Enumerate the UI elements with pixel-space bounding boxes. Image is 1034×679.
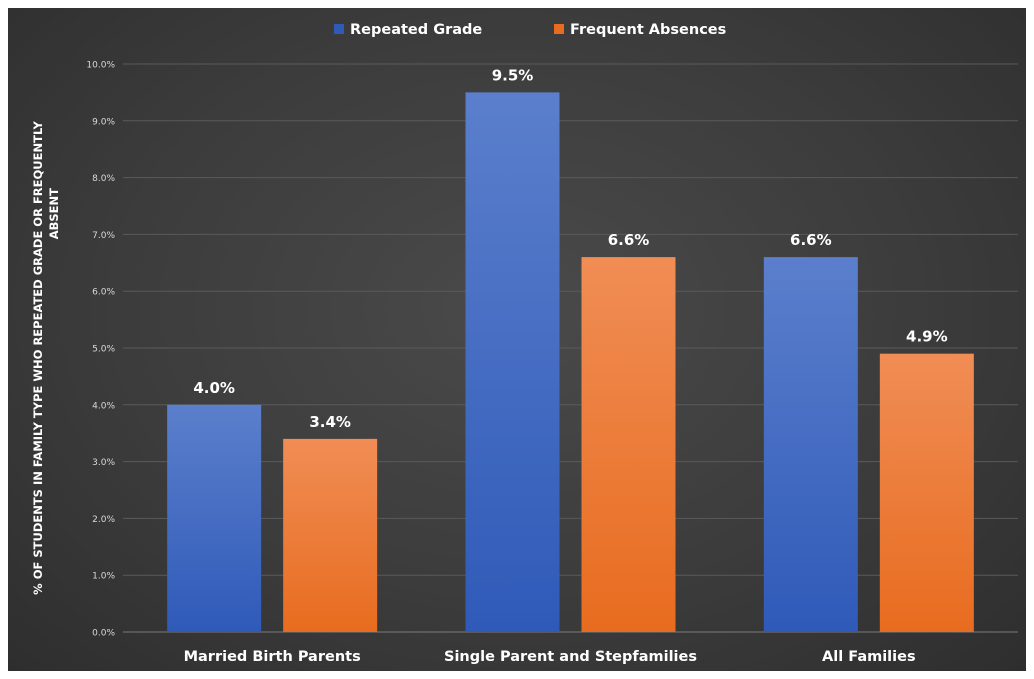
y-axis-title: % OF STUDENTS IN FAMILY TYPE WHO REPEATE… bbox=[31, 121, 61, 595]
legend-label-repeated-grade: Repeated Grade bbox=[350, 22, 482, 38]
chart-frame: 0.0% 1.0% 2.0% 3.0% 4.0% 5.0% 6.0% 7.0% 8.0% 9.0%… bbox=[8, 8, 1026, 671]
x-category-label-single-parent-and-stepfamilies: Single Parent and Stepfamilies bbox=[444, 649, 697, 665]
y-tick-label: 4.0% bbox=[92, 401, 115, 411]
data-label-repeated-grade-all-families: 6.6% bbox=[790, 231, 832, 249]
gridlines bbox=[123, 63, 1018, 633]
x-category-label-married-birth-parents: Married Birth Parents bbox=[184, 649, 361, 665]
y-axis-title-line: ABSENT bbox=[47, 188, 61, 239]
y-tick-label: 7.0% bbox=[92, 231, 115, 241]
bar-repeated-grade-all-families bbox=[763, 257, 858, 632]
data-label-frequent-absences-married-birth-parents: 3.4% bbox=[309, 413, 351, 431]
bar-repeated-grade-single-parent-and-stepfamilies bbox=[465, 92, 560, 632]
y-tick-label: 8.0% bbox=[92, 174, 115, 184]
bar-frequent-absences-married-birth-parents bbox=[283, 438, 378, 632]
x-category-label-all-families: All Families bbox=[822, 649, 916, 665]
bar-chart: 0.0% 1.0% 2.0% 3.0% 4.0% 5.0% 6.0% 7.0% 8.0% 9.0%… bbox=[31, 22, 1018, 665]
data-label-frequent-absences-all-families: 4.9% bbox=[906, 328, 948, 346]
y-tick-label: 1.0% bbox=[92, 572, 115, 582]
y-tick-label: 10.0% bbox=[86, 61, 115, 71]
y-tick-label: 6.0% bbox=[92, 288, 115, 298]
legend: Repeated Grade Frequent Absences bbox=[334, 22, 726, 38]
x-axis-categories: Married Birth Parents Single Parent and S… bbox=[184, 649, 916, 665]
legend-label-frequent-absences: Frequent Absences bbox=[570, 22, 726, 38]
y-tick-label: 3.0% bbox=[92, 458, 115, 468]
y-axis-title-line: % OF STUDENTS IN FAMILY TYPE WHO REPEATE… bbox=[31, 121, 45, 595]
data-labels: 4.0% 3.4% 9.5% 6.6% 6.6% 4.9% bbox=[193, 66, 947, 430]
legend-swatch-repeated-grade bbox=[334, 24, 344, 34]
y-tick-label: 0.0% bbox=[92, 629, 115, 639]
y-axis-ticks: 0.0% 1.0% 2.0% 3.0% 4.0% 5.0% 6.0% 7.0% 8.0% 9.0%… bbox=[86, 61, 115, 639]
legend-swatch-frequent-absences bbox=[554, 24, 564, 34]
y-tick-label: 9.0% bbox=[92, 117, 115, 127]
bars bbox=[167, 92, 974, 632]
bar-frequent-absences-all-families bbox=[879, 353, 974, 632]
bar-frequent-absences-single-parent-and-stepfamilies bbox=[581, 257, 676, 632]
y-tick-label: 5.0% bbox=[92, 345, 115, 355]
bar-repeated-grade-married-birth-parents bbox=[167, 404, 262, 632]
data-label-frequent-absences-single-parent-and-stepfamilies: 6.6% bbox=[608, 231, 650, 249]
y-tick-label: 2.0% bbox=[92, 515, 115, 525]
data-label-repeated-grade-married-birth-parents: 4.0% bbox=[193, 379, 235, 397]
data-label-repeated-grade-single-parent-and-stepfamilies: 9.5% bbox=[492, 66, 534, 84]
